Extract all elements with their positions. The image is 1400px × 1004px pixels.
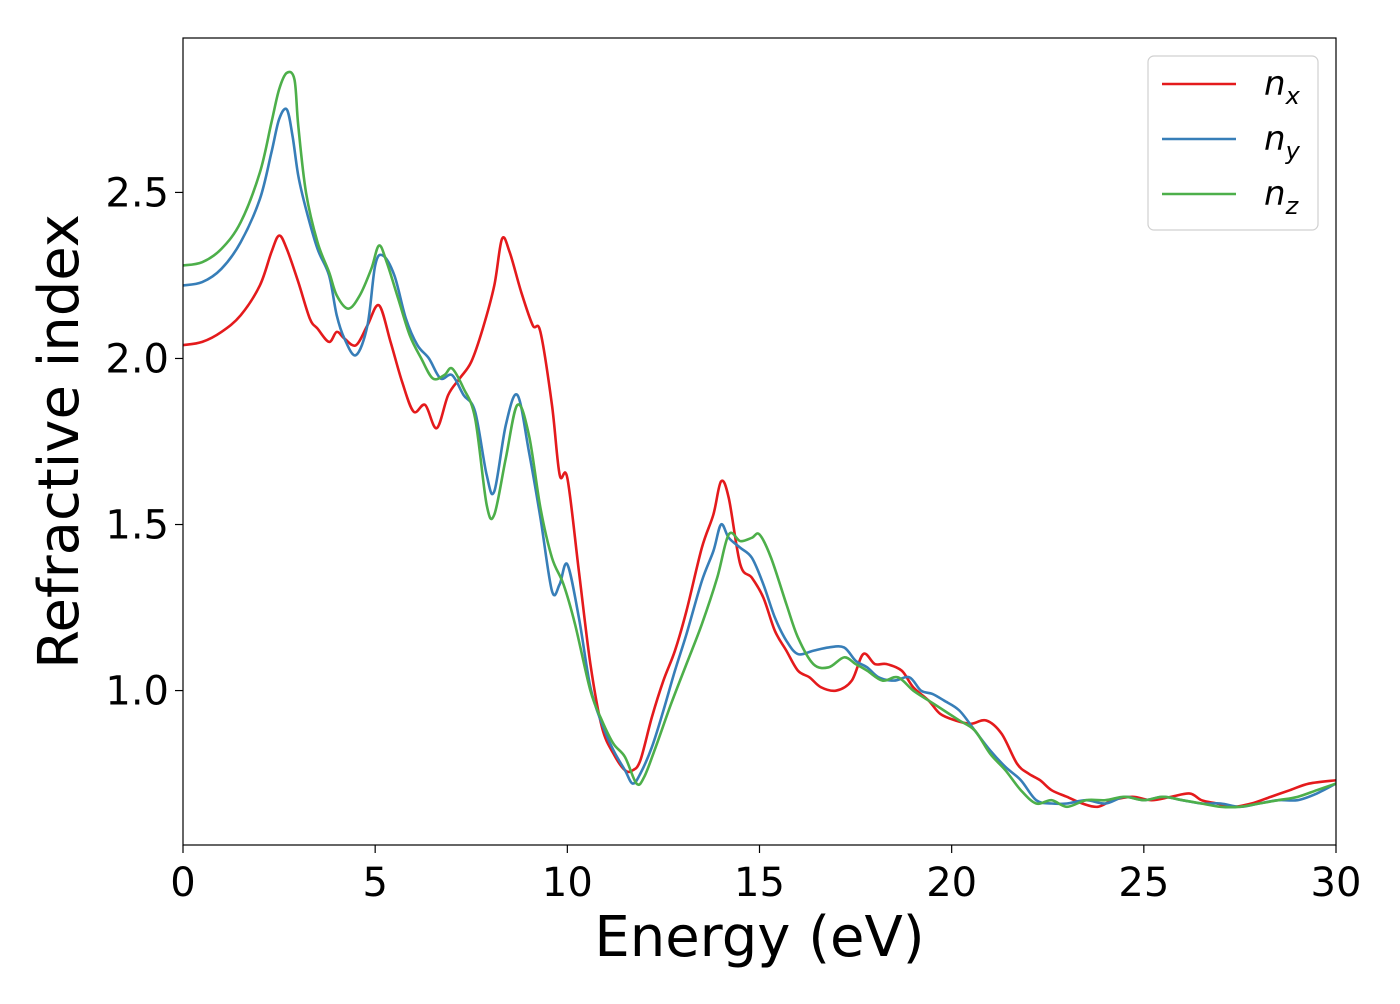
series-line-x — [183, 236, 1336, 807]
y-tick-label: 1.0 — [105, 669, 169, 715]
y-tick-label: 2.5 — [105, 170, 169, 216]
y-tick-label: 1.5 — [105, 503, 169, 549]
x-tick-label: 30 — [1311, 860, 1362, 906]
x-tick-label: 25 — [1118, 860, 1169, 906]
y-tick-label: 2.0 — [105, 336, 169, 382]
x-axis-ticks: 0 5 10 15 20 25 30 — [170, 845, 1361, 906]
y-axis-title: Refractive index — [27, 214, 92, 669]
y-axis-ticks: 1.0 1.5 2.0 2.5 — [105, 170, 183, 714]
x-tick-label: 15 — [734, 860, 785, 906]
x-tick-label: 20 — [926, 860, 977, 906]
x-tick-label: 10 — [542, 860, 593, 906]
x-tick-label: 0 — [170, 860, 195, 906]
x-axis-title: Energy (eV) — [594, 905, 924, 970]
x-tick-label: 5 — [362, 860, 387, 906]
